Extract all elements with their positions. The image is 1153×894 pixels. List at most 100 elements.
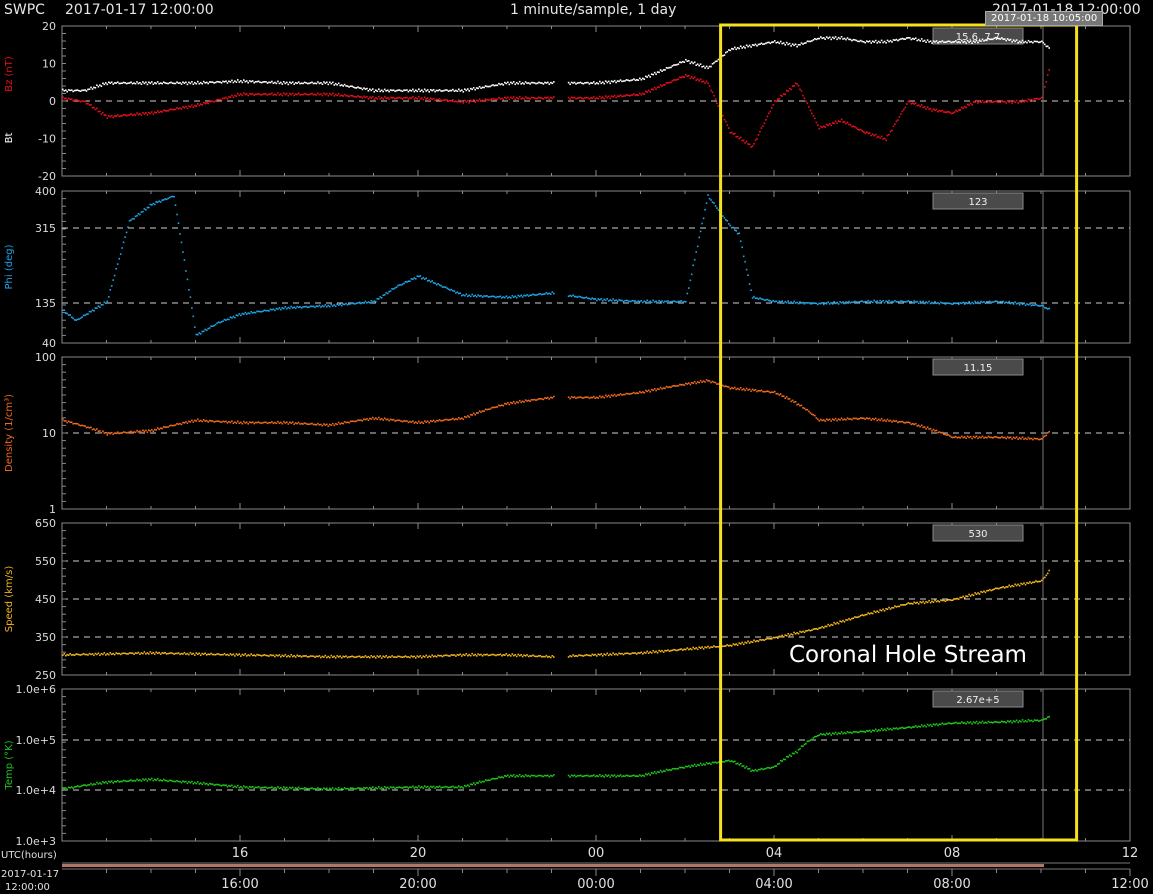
- data-point: [262, 421, 264, 424]
- data-point: [211, 325, 214, 327]
- data-point: [291, 81, 294, 83]
- data-point: [631, 79, 634, 81]
- data-point: [897, 301, 899, 303]
- data-point: [889, 727, 892, 730]
- data-point: [914, 37, 917, 39]
- data-point: [136, 429, 138, 432]
- data-point: [397, 419, 399, 422]
- data-point: [1021, 719, 1024, 721]
- data-point: [326, 787, 328, 790]
- data-point: [435, 89, 438, 92]
- data-point: [527, 655, 530, 658]
- data-point: [708, 647, 711, 649]
- data-point: [601, 655, 604, 657]
- data-point: [78, 90, 80, 92]
- data-point: [373, 98, 376, 100]
- data-point: [352, 787, 355, 790]
- data-point: [630, 300, 632, 303]
- data-point: [883, 137, 886, 140]
- data-point: [1017, 41, 1019, 44]
- data-point: [395, 97, 398, 99]
- data-point: [1030, 582, 1033, 585]
- data-point: [828, 303, 831, 305]
- data-point: [868, 132, 871, 134]
- data-point: [714, 646, 717, 648]
- data-point: [606, 96, 608, 99]
- data-point: [302, 655, 304, 657]
- data-point: [901, 37, 904, 40]
- data-point: [742, 139, 745, 142]
- data-point: [1036, 97, 1039, 100]
- data-point: [659, 650, 662, 653]
- data-point: [419, 422, 422, 424]
- data-point: [897, 119, 899, 121]
- data-point: [573, 295, 576, 298]
- data-point: [392, 96, 395, 99]
- data-point: [1021, 99, 1024, 101]
- data-point: [963, 40, 966, 43]
- data-point: [444, 418, 447, 421]
- data-point: [507, 297, 509, 299]
- data-point: [159, 653, 162, 655]
- data-point: [287, 788, 290, 791]
- data-point: [771, 41, 773, 44]
- data-point: [146, 780, 149, 782]
- data-point: [524, 81, 527, 83]
- data-point: [216, 653, 218, 655]
- data-point: [121, 780, 123, 783]
- data-point: [435, 786, 438, 788]
- data-point: [952, 599, 954, 601]
- data-point: [935, 429, 938, 432]
- data-point: [201, 783, 203, 786]
- data-point: [1023, 101, 1025, 103]
- data-point: [346, 787, 349, 790]
- data-point: [778, 394, 781, 396]
- data-point: [492, 97, 494, 100]
- data-point: [492, 84, 494, 86]
- data-point: [504, 775, 506, 777]
- data-point: [932, 302, 935, 305]
- data-point: [243, 420, 245, 423]
- data-point: [105, 431, 107, 434]
- data-point: [1006, 302, 1009, 304]
- data-point: [723, 217, 726, 219]
- data-point: [914, 301, 917, 303]
- data-point: [760, 42, 763, 45]
- data-point: [995, 100, 997, 102]
- data-point: [885, 608, 887, 610]
- data-point: [1035, 719, 1037, 722]
- data-point: [524, 295, 527, 297]
- data-point: [701, 764, 703, 766]
- data-point: [502, 776, 505, 779]
- data-point: [794, 302, 797, 304]
- data-point: [278, 787, 281, 790]
- data-point: [860, 417, 862, 419]
- data-point: [315, 788, 318, 790]
- data-point: [383, 96, 386, 98]
- data-point: [490, 84, 493, 87]
- data-point: [336, 655, 338, 657]
- data-point: [627, 79, 629, 81]
- data-point: [380, 657, 383, 659]
- data-point: [81, 89, 83, 92]
- data-point: [765, 638, 767, 640]
- data-point: [885, 42, 887, 44]
- data-point: [693, 76, 696, 79]
- data-point: [180, 423, 183, 426]
- data-point: [386, 786, 389, 789]
- data-point: [983, 437, 985, 439]
- data-point: [336, 423, 338, 426]
- data-point: [158, 651, 160, 654]
- data-point: [708, 197, 711, 200]
- data-point: [250, 421, 252, 424]
- data-point: [738, 764, 740, 766]
- data-point: [929, 723, 932, 726]
- y-axis-label: Bz (nT): [4, 56, 15, 92]
- data-point: [680, 76, 683, 79]
- data-point: [551, 97, 554, 100]
- data-point: [912, 37, 914, 40]
- data-point: [398, 786, 401, 788]
- data-point: [305, 82, 307, 84]
- data-point: [401, 283, 404, 286]
